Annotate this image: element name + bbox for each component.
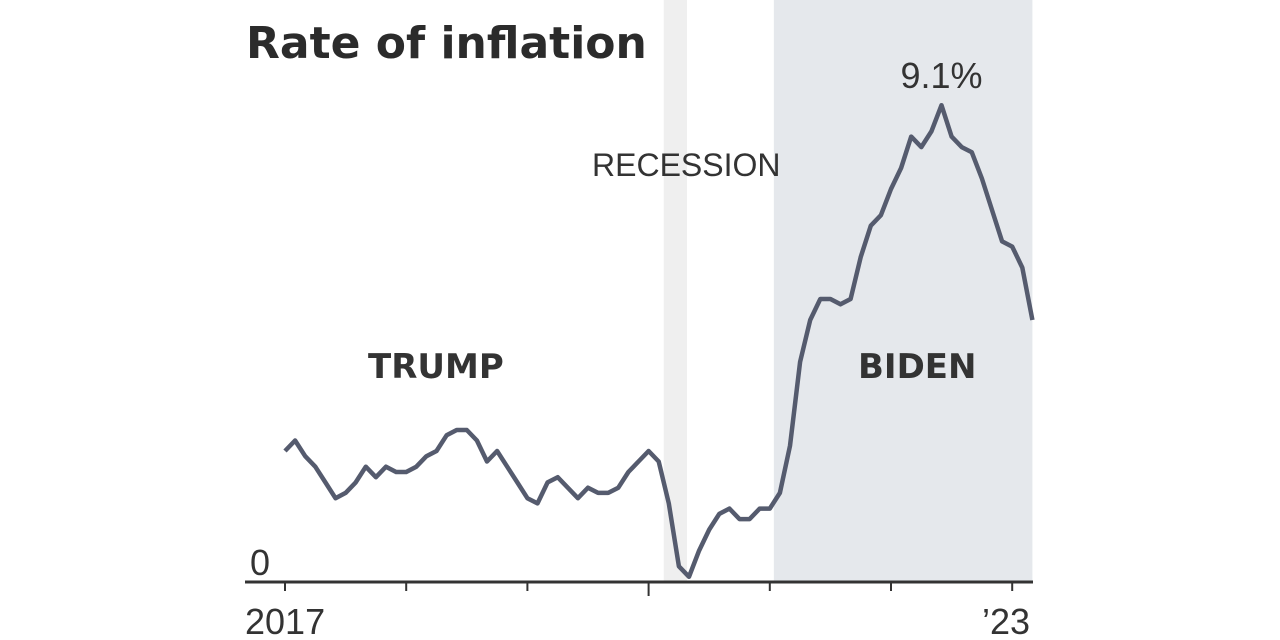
y-tick-0: 0 xyxy=(250,542,270,583)
recession-label: RECESSION xyxy=(592,147,780,183)
shaded-period-biden xyxy=(773,0,1033,582)
peak-label: 9.1% xyxy=(900,55,982,96)
x-tick-2017: 2017 xyxy=(245,601,325,640)
series-line-inflation xyxy=(283,102,1035,580)
trump-label: TRUMP xyxy=(368,347,504,387)
x-tick-2023: ’23 xyxy=(982,601,1030,640)
shaded-period-recession xyxy=(663,0,687,582)
chart-title: Rate of inflation xyxy=(246,18,647,69)
biden-label: BIDEN xyxy=(858,347,976,387)
